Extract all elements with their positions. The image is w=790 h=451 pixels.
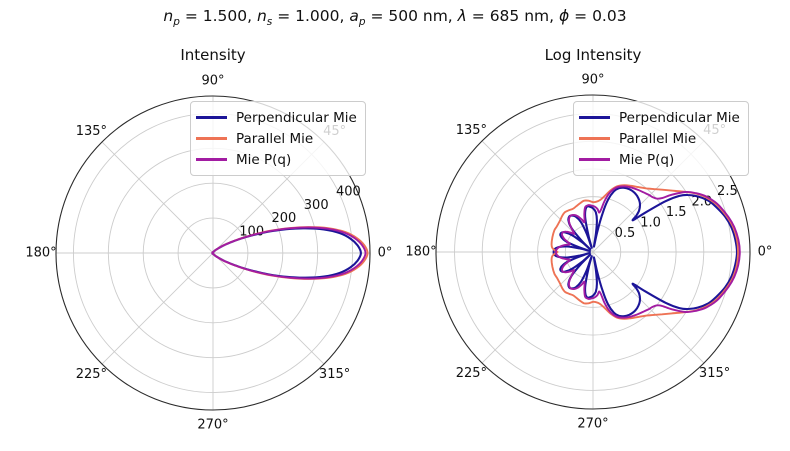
legend-row: Parallel Mie	[196, 128, 357, 149]
angle-tick-label: 0°	[758, 245, 773, 260]
angle-tick-label: 180°	[405, 245, 436, 260]
legend-row: Mie P(q)	[196, 149, 357, 170]
title-seg-lambda: λ = 685 nm,	[457, 7, 559, 25]
legend-label: Mie P(q)	[236, 151, 292, 168]
right-plot-legend: Perpendicular Mie Parallel Mie Mie P(q)	[573, 101, 749, 176]
legend-label: Perpendicular Mie	[236, 109, 357, 126]
angle-tick-label: 0°	[378, 246, 393, 261]
parallel-mie-line-sample	[579, 137, 610, 140]
left-plot-legend: Perpendicular Mie Parallel Mie Mie P(q)	[190, 101, 366, 176]
legend-label: Mie P(q)	[619, 151, 675, 168]
angle-tick-label: 90°	[581, 73, 604, 88]
radial-gridline	[177, 217, 249, 289]
legend-label: Perpendicular Mie	[619, 109, 740, 126]
legend-label: Parallel Mie	[619, 130, 697, 147]
radius-tick-label: 200	[271, 211, 296, 226]
angle-tick-label: 225°	[76, 367, 107, 382]
angle-tick-label: 270°	[197, 418, 228, 433]
angle-gridline	[101, 252, 214, 365]
legend-row: Mie P(q)	[579, 149, 740, 170]
angle-tick-label: 135°	[76, 124, 107, 139]
angle-gridline	[212, 252, 325, 365]
perpendicular-mie-line-sample	[196, 116, 227, 119]
angle-tick-label: 180°	[25, 246, 56, 261]
radius-tick-label: 400	[336, 184, 361, 199]
legend-label: Parallel Mie	[236, 130, 314, 147]
mie-pq-line-sample	[196, 158, 227, 161]
radial-gridline	[564, 223, 622, 281]
title-seg-phi: ϕ = 0.03	[559, 7, 627, 25]
angle-tick-label: 225°	[456, 366, 487, 381]
series-line-0	[552, 186, 739, 318]
radius-tick-label: 2.5	[717, 184, 738, 199]
radial-gridline	[142, 182, 284, 324]
mie-pq-line-sample	[579, 158, 610, 161]
parallel-mie-line-sample	[196, 137, 227, 140]
perpendicular-mie-line-sample	[579, 116, 610, 119]
legend-row: Parallel Mie	[579, 128, 740, 149]
series-line-2	[554, 185, 741, 319]
radius-tick-label: 1.0	[640, 216, 661, 231]
title-seg-ns: ns = 1.000,	[256, 7, 350, 29]
angle-tick-label: 90°	[201, 74, 224, 89]
right-plot-title: Log Intensity	[544, 46, 642, 64]
polar-spine	[55, 95, 371, 411]
radius-tick-label: 0.5	[615, 226, 636, 241]
title-seg-ap: ap = 500 nm,	[349, 7, 458, 29]
angle-tick-label: 315°	[699, 366, 730, 381]
radial-gridline	[537, 196, 649, 308]
title-seg-np: np = 1.500,	[163, 7, 257, 29]
angle-gridline	[592, 251, 705, 364]
radius-tick-label: 1.5	[666, 205, 687, 220]
angle-tick-label: 135°	[456, 123, 487, 138]
angle-gridline	[101, 141, 214, 254]
legend-row: Perpendicular Mie	[579, 107, 740, 128]
polar-spine	[435, 94, 751, 410]
angle-tick-label: 270°	[577, 417, 608, 432]
angle-tick-label: 315°	[319, 367, 350, 382]
figure-title: np = 1.500, ns = 1.000, ap = 500 nm, λ =…	[0, 7, 790, 28]
series-line-2	[211, 226, 367, 280]
legend-row: Perpendicular Mie	[196, 107, 357, 128]
left-plot-title: Intensity	[180, 46, 246, 64]
radius-tick-label: 300	[304, 198, 329, 213]
radius-tick-label: 100	[239, 225, 264, 240]
